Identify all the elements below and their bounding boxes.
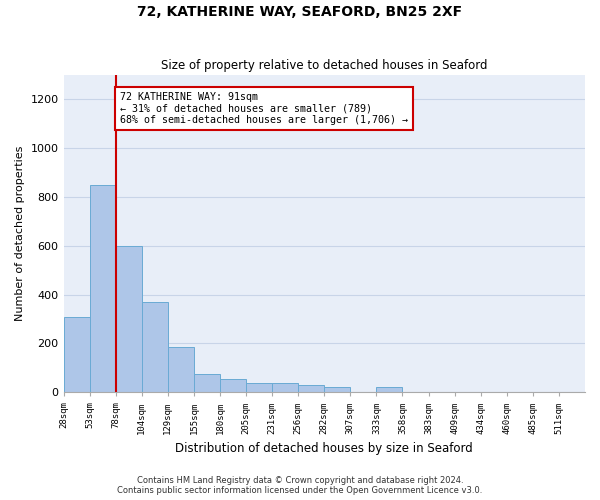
Bar xyxy=(89,184,116,392)
Bar xyxy=(376,388,403,392)
Bar xyxy=(246,382,272,392)
Y-axis label: Number of detached properties: Number of detached properties xyxy=(15,146,25,321)
Bar xyxy=(298,385,324,392)
Text: 72 KATHERINE WAY: 91sqm
← 31% of detached houses are smaller (789)
68% of semi-d: 72 KATHERINE WAY: 91sqm ← 31% of detache… xyxy=(119,92,407,125)
Bar xyxy=(116,246,142,392)
Title: Size of property relative to detached houses in Seaford: Size of property relative to detached ho… xyxy=(161,59,488,72)
Bar xyxy=(324,388,350,392)
Bar xyxy=(194,374,220,392)
Text: 72, KATHERINE WAY, SEAFORD, BN25 2XF: 72, KATHERINE WAY, SEAFORD, BN25 2XF xyxy=(137,5,463,19)
X-axis label: Distribution of detached houses by size in Seaford: Distribution of detached houses by size … xyxy=(175,442,473,455)
Bar xyxy=(64,316,89,392)
Bar xyxy=(168,347,194,393)
Bar xyxy=(272,382,298,392)
Text: Contains HM Land Registry data © Crown copyright and database right 2024.
Contai: Contains HM Land Registry data © Crown c… xyxy=(118,476,482,495)
Bar xyxy=(142,302,168,392)
Bar xyxy=(220,379,246,392)
